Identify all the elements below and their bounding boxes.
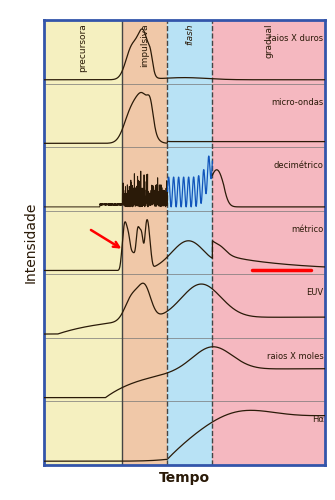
Text: precursora: precursora	[78, 23, 87, 72]
X-axis label: Tempo: Tempo	[159, 470, 210, 484]
Bar	[44, 20, 122, 465]
Bar	[168, 20, 212, 465]
Text: gradual: gradual	[264, 23, 273, 58]
Bar	[122, 20, 168, 465]
Text: métrico: métrico	[291, 224, 324, 234]
Y-axis label: Intensidade: Intensidade	[24, 202, 38, 283]
Text: decimétrico: decimétrico	[274, 161, 324, 170]
Text: flash: flash	[185, 23, 194, 45]
Text: raios X duros: raios X duros	[268, 34, 324, 43]
Text: raios X moles: raios X moles	[267, 352, 324, 361]
Text: micro-ondas: micro-ondas	[271, 98, 324, 106]
Text: impulsiva: impulsiva	[140, 23, 149, 67]
Text: EUV: EUV	[307, 288, 324, 298]
Bar	[212, 20, 325, 465]
Text: Hα: Hα	[312, 416, 324, 424]
